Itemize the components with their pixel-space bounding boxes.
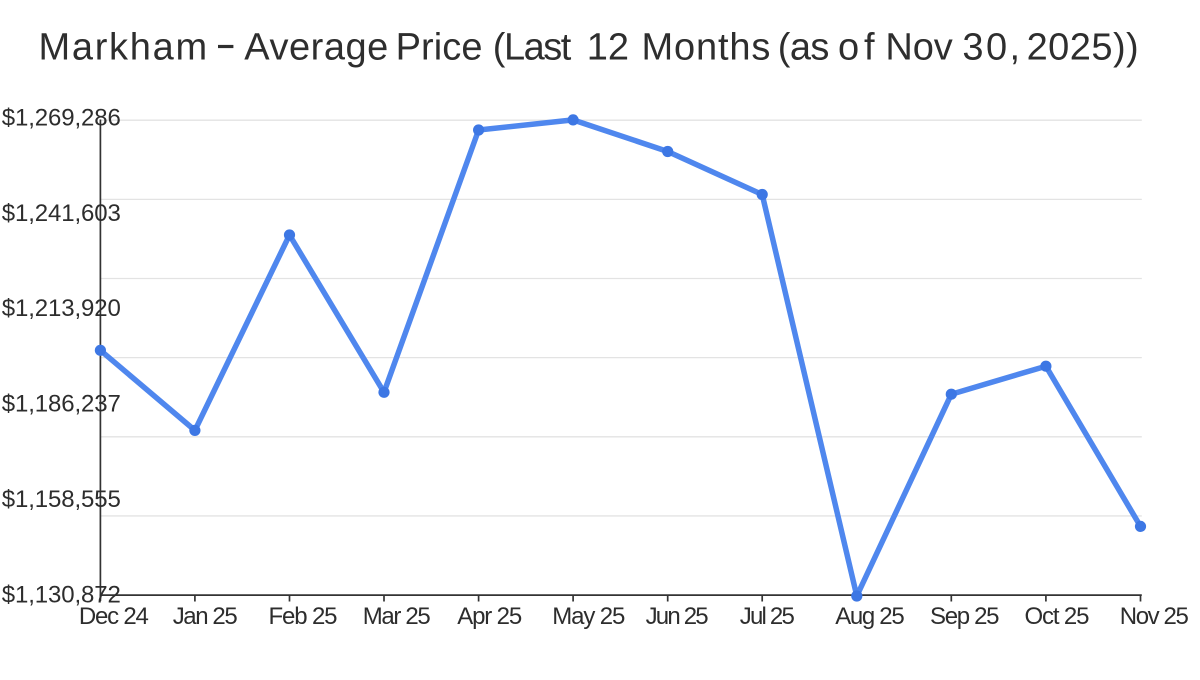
svg-text:of: of bbox=[838, 27, 875, 69]
svg-text:$1,269,286: $1,269,286 bbox=[2, 104, 121, 131]
svg-text:Average: Average bbox=[244, 27, 388, 69]
svg-text:Months: Months bbox=[642, 27, 771, 69]
svg-text:Feb 25: Feb 25 bbox=[269, 603, 338, 630]
svg-text:May 25: May 25 bbox=[552, 603, 625, 630]
svg-text:Dec 24: Dec 24 bbox=[79, 603, 149, 630]
svg-text:$1,241,603: $1,241,603 bbox=[2, 200, 121, 227]
svg-text:Price: Price bbox=[396, 27, 483, 69]
svg-text:Apr 25: Apr 25 bbox=[457, 603, 522, 630]
svg-text:$1,130,872: $1,130,872 bbox=[2, 581, 121, 608]
svg-text:Mar 25: Mar 25 bbox=[363, 603, 431, 630]
svg-text:Oct 25: Oct 25 bbox=[1025, 603, 1090, 630]
svg-text:$1,158,555: $1,158,555 bbox=[2, 486, 121, 513]
svg-text:Markham: Markham bbox=[39, 27, 208, 69]
svg-text:Aug 25: Aug 25 bbox=[835, 603, 905, 630]
svg-text:Sep 25: Sep 25 bbox=[930, 603, 1000, 630]
svg-text:30,: 30, bbox=[962, 27, 1020, 69]
svg-text:Jul 25: Jul 25 bbox=[740, 603, 795, 630]
svg-text:Jun 25: Jun 25 bbox=[646, 603, 709, 630]
svg-text:$1,213,920: $1,213,920 bbox=[2, 295, 121, 322]
svg-text:Nov: Nov bbox=[885, 27, 952, 69]
svg-text:Nov 25: Nov 25 bbox=[1120, 603, 1189, 630]
svg-text:12: 12 bbox=[587, 27, 629, 69]
svg-text:2025)): 2025)) bbox=[1027, 27, 1139, 69]
svg-text:$1,186,237: $1,186,237 bbox=[2, 391, 121, 418]
svg-text:Jan 25: Jan 25 bbox=[173, 603, 238, 630]
svg-text:(Last: (Last bbox=[493, 27, 572, 69]
svg-text:(as: (as bbox=[778, 27, 830, 69]
